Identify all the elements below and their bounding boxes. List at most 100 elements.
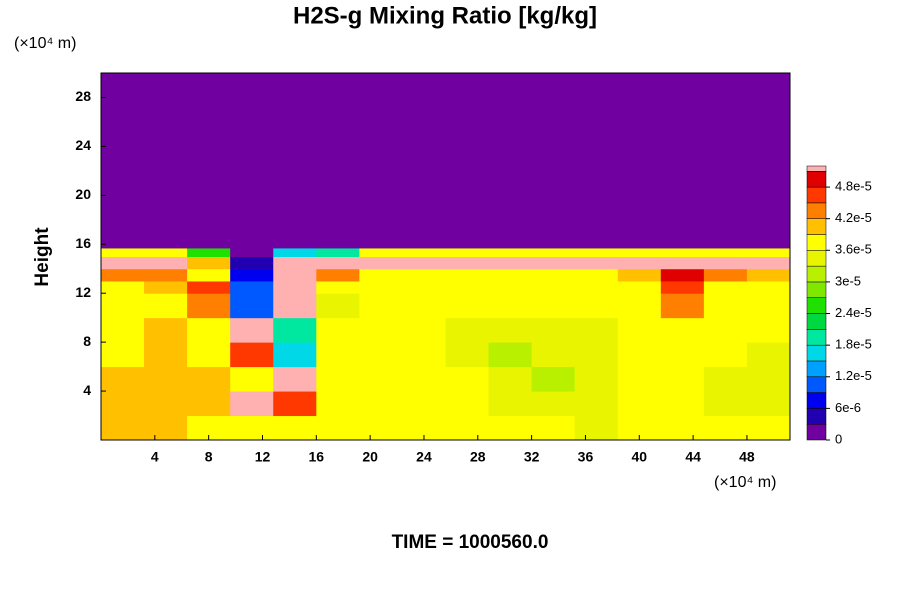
cell <box>359 73 403 249</box>
x-tick-label: 36 <box>578 449 594 465</box>
cell <box>703 256 748 270</box>
cell <box>531 268 576 282</box>
cell <box>445 73 490 249</box>
cell <box>531 366 576 392</box>
cell <box>488 342 533 368</box>
colorbar-band <box>806 234 827 251</box>
cell <box>660 280 705 294</box>
cell <box>660 73 705 249</box>
cell <box>488 268 533 282</box>
cell <box>187 293 231 319</box>
cell <box>617 317 662 343</box>
cell <box>316 280 360 294</box>
cell <box>230 293 274 319</box>
cell <box>660 317 705 343</box>
colorbar-band <box>806 186 827 204</box>
cell <box>273 342 317 368</box>
colorbar-tick-label: 3e-5 <box>835 273 861 288</box>
cell <box>445 293 490 319</box>
cell <box>574 247 619 257</box>
colorbar-band <box>806 171 827 188</box>
cell <box>144 247 188 257</box>
cell <box>660 293 705 319</box>
cell <box>574 280 619 294</box>
cell <box>574 73 619 249</box>
colorbar-band <box>806 392 827 409</box>
colorbar-tick-label: 3.6e-5 <box>835 242 872 257</box>
cell <box>359 415 403 441</box>
cell <box>703 415 748 441</box>
y-tick-label: 20 <box>75 186 91 202</box>
cell <box>359 293 403 319</box>
cell <box>359 268 403 282</box>
cell <box>574 366 619 392</box>
colorbar-band <box>806 202 827 219</box>
cell <box>488 247 533 257</box>
cell <box>531 73 576 249</box>
cell <box>101 247 145 257</box>
cell <box>402 268 446 282</box>
cell <box>531 415 576 441</box>
cell <box>703 293 748 319</box>
x-tick-label: 20 <box>362 449 378 465</box>
cell <box>273 280 317 294</box>
cell <box>574 391 619 417</box>
cell <box>746 280 791 294</box>
cell <box>144 391 188 417</box>
cell <box>445 342 490 368</box>
cell <box>703 342 748 368</box>
cell <box>488 256 533 270</box>
cell <box>445 247 490 257</box>
x-tick-label: 8 <box>205 449 213 465</box>
colorbar-band <box>806 360 827 378</box>
cell <box>488 391 533 417</box>
cell <box>574 293 619 319</box>
x-tick-label: 48 <box>739 449 755 465</box>
colorbar-band <box>806 423 827 441</box>
cell <box>746 342 791 368</box>
colorbar-tick-label: 2.4e-5 <box>835 305 872 320</box>
cell <box>617 391 662 417</box>
cell <box>144 268 188 282</box>
cell <box>445 317 490 343</box>
cell <box>574 415 619 441</box>
cell <box>617 342 662 368</box>
cell <box>101 73 145 249</box>
footer: TIME = 1000560.0 <box>392 532 549 553</box>
cell <box>273 366 317 392</box>
y-tick-label: 24 <box>75 137 91 153</box>
cell <box>273 415 317 441</box>
cell <box>230 268 274 282</box>
cell <box>531 342 576 368</box>
cell <box>574 342 619 368</box>
cell <box>359 256 403 270</box>
y-tick-label: 12 <box>75 284 91 300</box>
cell <box>660 256 705 270</box>
cell <box>746 317 791 343</box>
cell <box>746 366 791 392</box>
cell <box>402 391 446 417</box>
cell <box>187 256 231 270</box>
cell <box>617 73 662 249</box>
cell <box>445 268 490 282</box>
colorbar-band <box>806 165 827 172</box>
colorbar-band <box>806 408 827 425</box>
cell <box>617 268 662 282</box>
cell <box>230 317 274 343</box>
cell <box>402 317 446 343</box>
cell <box>660 342 705 368</box>
cell <box>273 317 317 343</box>
cell <box>144 256 188 270</box>
colorbar-tick-label: 6e-6 <box>835 400 861 415</box>
colorbar-band <box>806 265 827 283</box>
cell <box>746 256 791 270</box>
cell <box>703 366 748 392</box>
cell <box>617 256 662 270</box>
x-tick-label: 32 <box>524 449 540 465</box>
cell <box>316 391 360 417</box>
cell <box>144 342 188 368</box>
cell <box>230 73 274 249</box>
cell <box>101 293 145 319</box>
y-tick-label: 8 <box>83 333 91 349</box>
cell <box>316 268 360 282</box>
